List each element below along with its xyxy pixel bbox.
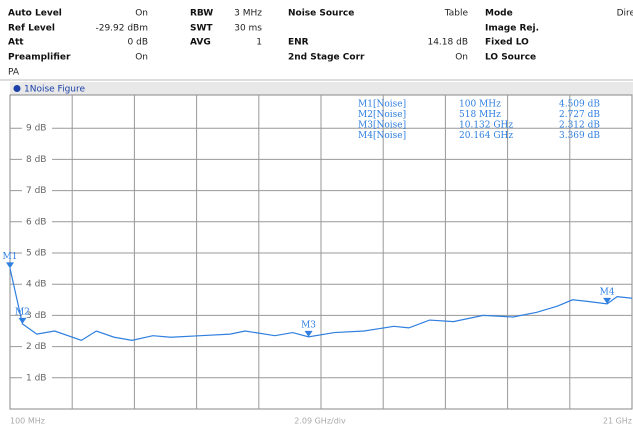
- header-label: 2nd Stage Corr: [288, 53, 365, 63]
- header-value: On: [455, 53, 468, 63]
- tick-label-bg: [22, 279, 52, 290]
- tick-label-bg: [22, 248, 52, 258]
- marker-name: M3[Noise]: [358, 121, 406, 131]
- y-tick-label: 9 dB: [26, 124, 46, 134]
- tick-label-bg: [22, 341, 52, 352]
- header-value: Table: [444, 9, 469, 19]
- header-label: AVG: [190, 38, 211, 48]
- header-label: LO Source: [485, 53, 536, 63]
- header-label: SWT: [190, 24, 213, 34]
- marker-label: M1: [3, 252, 18, 262]
- header-value: Direc: [617, 9, 633, 19]
- y-tick-label: 6 dB: [26, 217, 46, 227]
- header-note: PA: [8, 68, 20, 78]
- y-tick-label: 1 dB: [26, 373, 46, 383]
- marker-freq: 20.164 GHz: [459, 131, 513, 141]
- tick-label-bg: [22, 310, 52, 321]
- header-label: Preamplifier: [8, 53, 71, 63]
- header-value: 14.18 dB: [427, 38, 468, 48]
- marker-freq: 10.132 GHz: [459, 121, 513, 131]
- tick-label-bg: [22, 216, 52, 227]
- header-value: On: [135, 9, 148, 19]
- marker: [6, 262, 14, 269]
- header-value: -29.92 dBm: [95, 24, 148, 34]
- y-tick-label: 2 dB: [26, 342, 46, 352]
- x-tick-label: 21 GHz: [603, 417, 632, 426]
- header-value: On: [135, 53, 148, 63]
- marker: [304, 330, 313, 337]
- marker-freq: 518 MHz: [459, 110, 501, 120]
- header-label: ENR: [288, 38, 309, 48]
- tick-label-bg: [22, 123, 52, 134]
- trace: [9, 268, 633, 342]
- trace-title-bar: [10, 82, 633, 95]
- header-label: Ref Level: [8, 24, 55, 34]
- marker-value: 4.509 dB: [559, 100, 600, 110]
- marker: [18, 317, 27, 324]
- marker-name: M2[Noise]: [358, 110, 406, 120]
- marker-label: M2: [15, 307, 30, 317]
- marker-value: 3.369 dB: [559, 131, 600, 141]
- marker-name: M1[Noise]: [358, 100, 406, 110]
- header-label: Fixed LO: [485, 38, 529, 48]
- marker-value: 2.312 dB: [559, 121, 600, 131]
- x-axis-label: 2.09 GHz/div: [294, 417, 346, 426]
- header-label: Att: [8, 38, 24, 48]
- header-label: Image Rej.: [485, 24, 539, 34]
- x-tick-label: 100 MHz: [10, 417, 45, 426]
- y-tick-label: 5 dB: [26, 249, 46, 259]
- header-value: 0 dB: [128, 38, 148, 48]
- marker-label: M4: [600, 287, 615, 297]
- tick-label-bg: [22, 154, 52, 165]
- marker-label: M3: [301, 320, 316, 330]
- header-label: Auto Level: [8, 9, 62, 19]
- marker-freq: 100 MHz: [459, 100, 501, 110]
- tick-label-bg: [22, 185, 52, 196]
- header-label: Noise Source: [288, 9, 354, 19]
- y-tick-label: 3 dB: [26, 311, 46, 321]
- trace-dot: [13, 85, 21, 92]
- header-value: 1: [256, 38, 262, 48]
- header-label: Mode: [485, 9, 513, 19]
- trace-title: 1Noise Figure: [24, 85, 85, 95]
- marker: [603, 297, 612, 304]
- header-value: 3 MHz: [234, 9, 262, 19]
- header-label: RBW: [190, 9, 213, 19]
- tick-label-bg: [22, 372, 52, 383]
- y-tick-label: 7 dB: [26, 186, 46, 196]
- marker-name: M4[Noise]: [358, 131, 406, 141]
- marker-value: 2.727 dB: [559, 110, 600, 120]
- header-value: 30 ms: [234, 24, 262, 34]
- y-tick-label: 8 dB: [26, 155, 46, 165]
- y-tick-label: 4 dB: [26, 280, 46, 290]
